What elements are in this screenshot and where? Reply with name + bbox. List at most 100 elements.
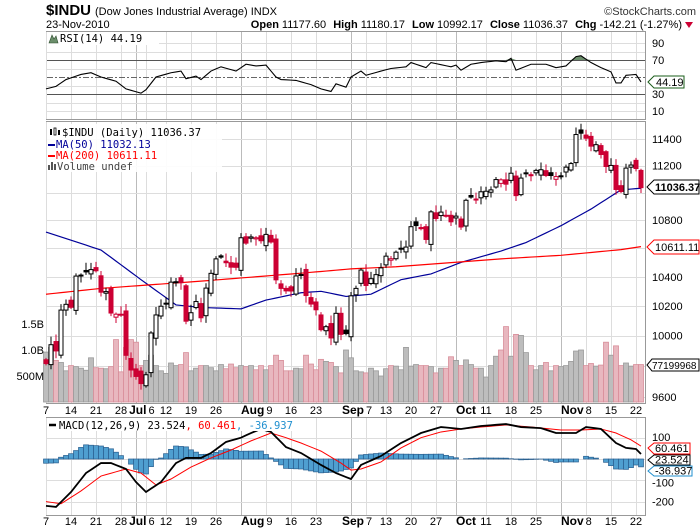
candle-body [413,221,419,227]
candle-body [153,314,159,339]
macd-histogram-bar [443,454,449,460]
macd-histogram-bar [173,445,179,460]
candle-body [408,226,414,247]
candle [393,250,399,261]
candle [403,240,409,259]
candle [58,304,64,359]
volume-bar [593,365,599,403]
volume-bar [193,367,199,403]
candle [148,331,154,378]
candle [353,285,359,302]
axes: 9070301011400112001080010400102001000096… [16,38,682,528]
macd-histogram-bar [453,457,459,460]
candle-body [353,287,359,296]
copyright: ©StockCharts.com [604,6,696,18]
candle-body [528,174,534,177]
x-axis-label-top: Nov [561,403,584,417]
volume-bar [408,365,414,403]
candle-body [183,285,189,322]
candle [173,277,179,287]
volume-bar [513,333,519,403]
volume-bar [623,362,629,403]
volume-bar [108,366,114,403]
symbol: $INDU [46,2,91,19]
rsi-axis-label: 30 [652,89,664,101]
macd-layer [43,423,644,508]
volume-bar [173,365,179,403]
volume-bar [453,359,459,403]
rsi-layer [45,55,642,94]
macd-histogram-bar [363,454,369,460]
x-axis-label-bottom: Oct [456,514,476,528]
x-axis-label-bottom: 22 [630,516,642,528]
candle [308,292,314,308]
candle [538,162,544,181]
volume-bar [63,370,69,403]
macd-histogram-bar [148,458,154,468]
candle-body [628,164,634,168]
macd-histogram-bar [113,451,119,460]
candle [128,352,134,378]
volume-bar [438,367,444,403]
candle-body [613,164,619,190]
candle-body [288,286,294,292]
candle-body [633,159,639,170]
volume-bar [188,370,194,403]
macd-histogram-bar [428,453,434,460]
candle-body [128,358,134,371]
candle [628,161,634,174]
candle-body [563,166,569,173]
macd-histogram-bar [423,453,429,460]
candle-body [173,281,179,284]
candle-body [348,295,354,338]
macd-histogram-bar [358,454,364,460]
volume-bar [268,365,274,403]
candle-body [228,262,234,268]
candle [408,221,414,250]
volume-bar [323,361,329,403]
candle [388,256,394,266]
x-axis-label-bottom: 9 [266,516,272,528]
candle [88,262,94,280]
macd-histogram-bar [233,450,239,460]
candle [258,228,264,244]
candle [613,159,619,195]
volume-bar [273,354,279,403]
x-axis-label-bottom: 14 [65,516,77,528]
price-axis-label: 10800 [652,215,683,227]
candle-body [73,275,79,311]
candle [218,254,224,259]
macd-histogram-bar [393,453,399,460]
volume-bar [58,362,64,403]
volume-bar [608,354,614,403]
volume-bar [68,365,74,403]
candle-body [143,374,149,387]
macd-histogram-bar [613,458,619,470]
macd-histogram-bar [503,457,509,460]
candle-body [463,199,469,227]
moving-averages [45,187,642,310]
volume-bar [448,356,454,403]
volume-bar [393,365,399,403]
candle [418,223,424,231]
candle [298,267,304,280]
macd-histogram-bar [243,450,249,460]
grid [46,32,645,515]
candle [458,216,464,230]
volume-bar [548,370,554,403]
candle [528,172,534,182]
candle [153,306,159,346]
candle [478,186,484,205]
volume-bar [198,365,204,403]
last-price-marker: 11036.37 [646,179,700,195]
volume-bar [328,362,334,403]
candle [498,178,504,188]
ma200-marker: 10611.11 [646,239,700,255]
volume-bar [83,369,89,403]
volume-bar [498,349,504,403]
macd-histogram-bar [83,444,89,460]
candle [373,268,379,289]
volume-bar [598,364,604,403]
x-axis-label-top: 27 [430,405,442,417]
candle-body [508,172,514,181]
